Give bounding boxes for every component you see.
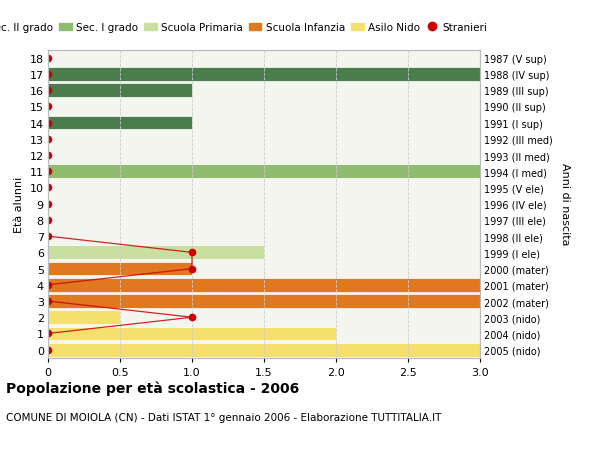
Bar [48, 278, 480, 292]
Legend: Sec. II grado, Sec. I grado, Scuola Primaria, Scuola Infanzia, Asilo Nido, Stran: Sec. II grado, Sec. I grado, Scuola Prim… [0, 19, 491, 37]
Text: COMUNE DI MOIOLA (CN) - Dati ISTAT 1° gennaio 2006 - Elaborazione TUTTITALIA.IT: COMUNE DI MOIOLA (CN) - Dati ISTAT 1° ge… [6, 412, 442, 422]
Bar [48, 84, 192, 98]
Bar [48, 311, 120, 325]
Y-axis label: Anni di nascita: Anni di nascita [560, 163, 569, 246]
Text: Popolazione per età scolastica - 2006: Popolazione per età scolastica - 2006 [6, 380, 299, 395]
Bar [48, 327, 336, 341]
Bar [48, 246, 264, 260]
Y-axis label: Età alunni: Età alunni [14, 176, 24, 232]
Bar [48, 68, 480, 82]
Bar [48, 262, 192, 276]
Bar [48, 295, 480, 308]
Bar [48, 117, 192, 130]
Bar [48, 343, 480, 357]
Bar [48, 165, 480, 179]
